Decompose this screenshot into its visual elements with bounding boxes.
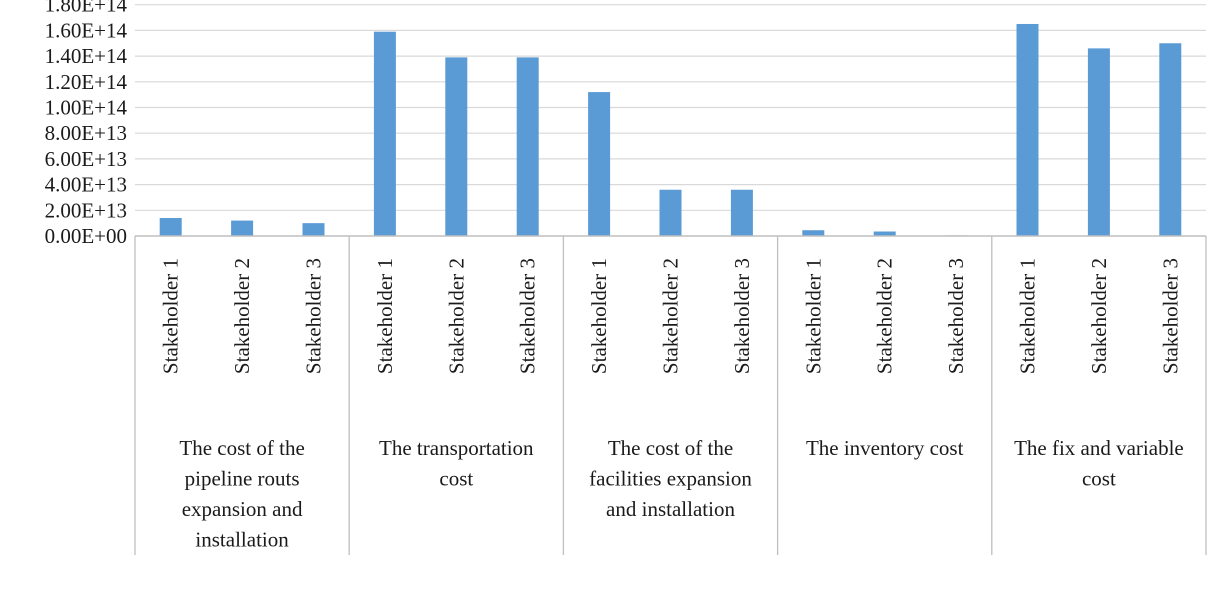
x-category-label: Stakeholder 2 xyxy=(873,258,897,374)
x-category-label: Stakeholder 3 xyxy=(516,258,540,374)
x-group-label-line: and installation xyxy=(606,497,735,521)
bar xyxy=(1159,43,1182,236)
x-category-label: Stakeholder 1 xyxy=(1016,258,1040,374)
x-group-label-line: pipeline routs xyxy=(185,467,300,491)
x-group-label-line: facilities expansion xyxy=(589,467,752,491)
y-tick-label: 1.60E+14 xyxy=(45,18,128,42)
bar xyxy=(730,189,753,236)
bar xyxy=(1087,48,1110,236)
bar xyxy=(1016,23,1039,236)
x-category-label: Stakeholder 3 xyxy=(730,258,754,374)
x-group-label: The fix and variable cost xyxy=(1014,436,1184,491)
x-category-label: Stakeholder 2 xyxy=(1087,258,1111,374)
y-axis-tick-labels: 0.00E+002.00E+134.00E+136.00E+138.00E+13… xyxy=(45,0,128,248)
bar xyxy=(445,57,468,237)
x-category-label: Stakeholder 2 xyxy=(444,258,468,374)
bar xyxy=(588,92,611,236)
y-tick-label: 1.80E+14 xyxy=(45,0,128,17)
x-group-label: The cost of the facilities expansion and i… xyxy=(589,436,752,521)
bar xyxy=(302,223,325,236)
x-group-label: The inventory cost xyxy=(806,436,964,460)
x-group-label: The transportation cost xyxy=(379,436,534,491)
bars xyxy=(159,23,1182,237)
y-tick-label: 2.00E+13 xyxy=(45,198,127,222)
x-category-label: Stakeholder 1 xyxy=(801,258,825,374)
bar xyxy=(802,230,825,236)
x-group-label-line: The cost of the xyxy=(608,436,733,460)
y-tick-label: 1.00E+14 xyxy=(45,96,128,120)
y-tick-label: 1.20E+14 xyxy=(45,70,128,94)
x-category-label: Stakeholder 2 xyxy=(659,258,683,374)
y-tick-label: 6.00E+13 xyxy=(45,147,127,171)
x-group-label-line: expansion and xyxy=(182,497,303,521)
bar xyxy=(659,189,682,236)
y-tick-label: 4.00E+13 xyxy=(45,173,127,197)
x-axis-group-labels: The cost of the pipeline routs expansion a… xyxy=(179,436,1183,552)
x-axis-category-labels: Stakeholder 1 Stakeholder 2 Stakeholder 3 S… xyxy=(159,258,1183,374)
x-group-label-line: The cost of the xyxy=(179,436,304,460)
x-group-label-line: cost xyxy=(1082,467,1116,491)
x-group-label-line: cost xyxy=(439,467,473,491)
y-tick-label: 1.40E+14 xyxy=(45,44,128,68)
bar xyxy=(231,220,254,236)
x-category-label: Stakeholder 1 xyxy=(373,258,397,374)
x-category-label: Stakeholder 2 xyxy=(230,258,254,374)
x-axis xyxy=(134,235,1207,555)
y-tick-label: 0.00E+00 xyxy=(45,224,127,248)
bar xyxy=(516,57,539,237)
x-category-label: Stakeholder 1 xyxy=(587,258,611,374)
x-group-label-line: The transportation xyxy=(379,436,534,460)
x-category-label: Stakeholder 1 xyxy=(159,258,183,374)
bar xyxy=(373,31,396,237)
gridlines xyxy=(135,4,1206,211)
x-group-label-line: The fix and variable xyxy=(1014,436,1184,460)
x-category-label: Stakeholder 3 xyxy=(1158,258,1182,374)
x-group-label-line: installation xyxy=(195,528,289,552)
x-category-label: Stakeholder 3 xyxy=(302,258,326,374)
x-group-label: The cost of the pipeline routs expansion a… xyxy=(179,436,304,552)
x-category-label: Stakeholder 3 xyxy=(944,258,968,374)
bar xyxy=(873,231,896,236)
x-group-label-line: The inventory cost xyxy=(806,436,964,460)
bar xyxy=(159,218,182,236)
y-tick-label: 8.00E+13 xyxy=(45,121,127,145)
